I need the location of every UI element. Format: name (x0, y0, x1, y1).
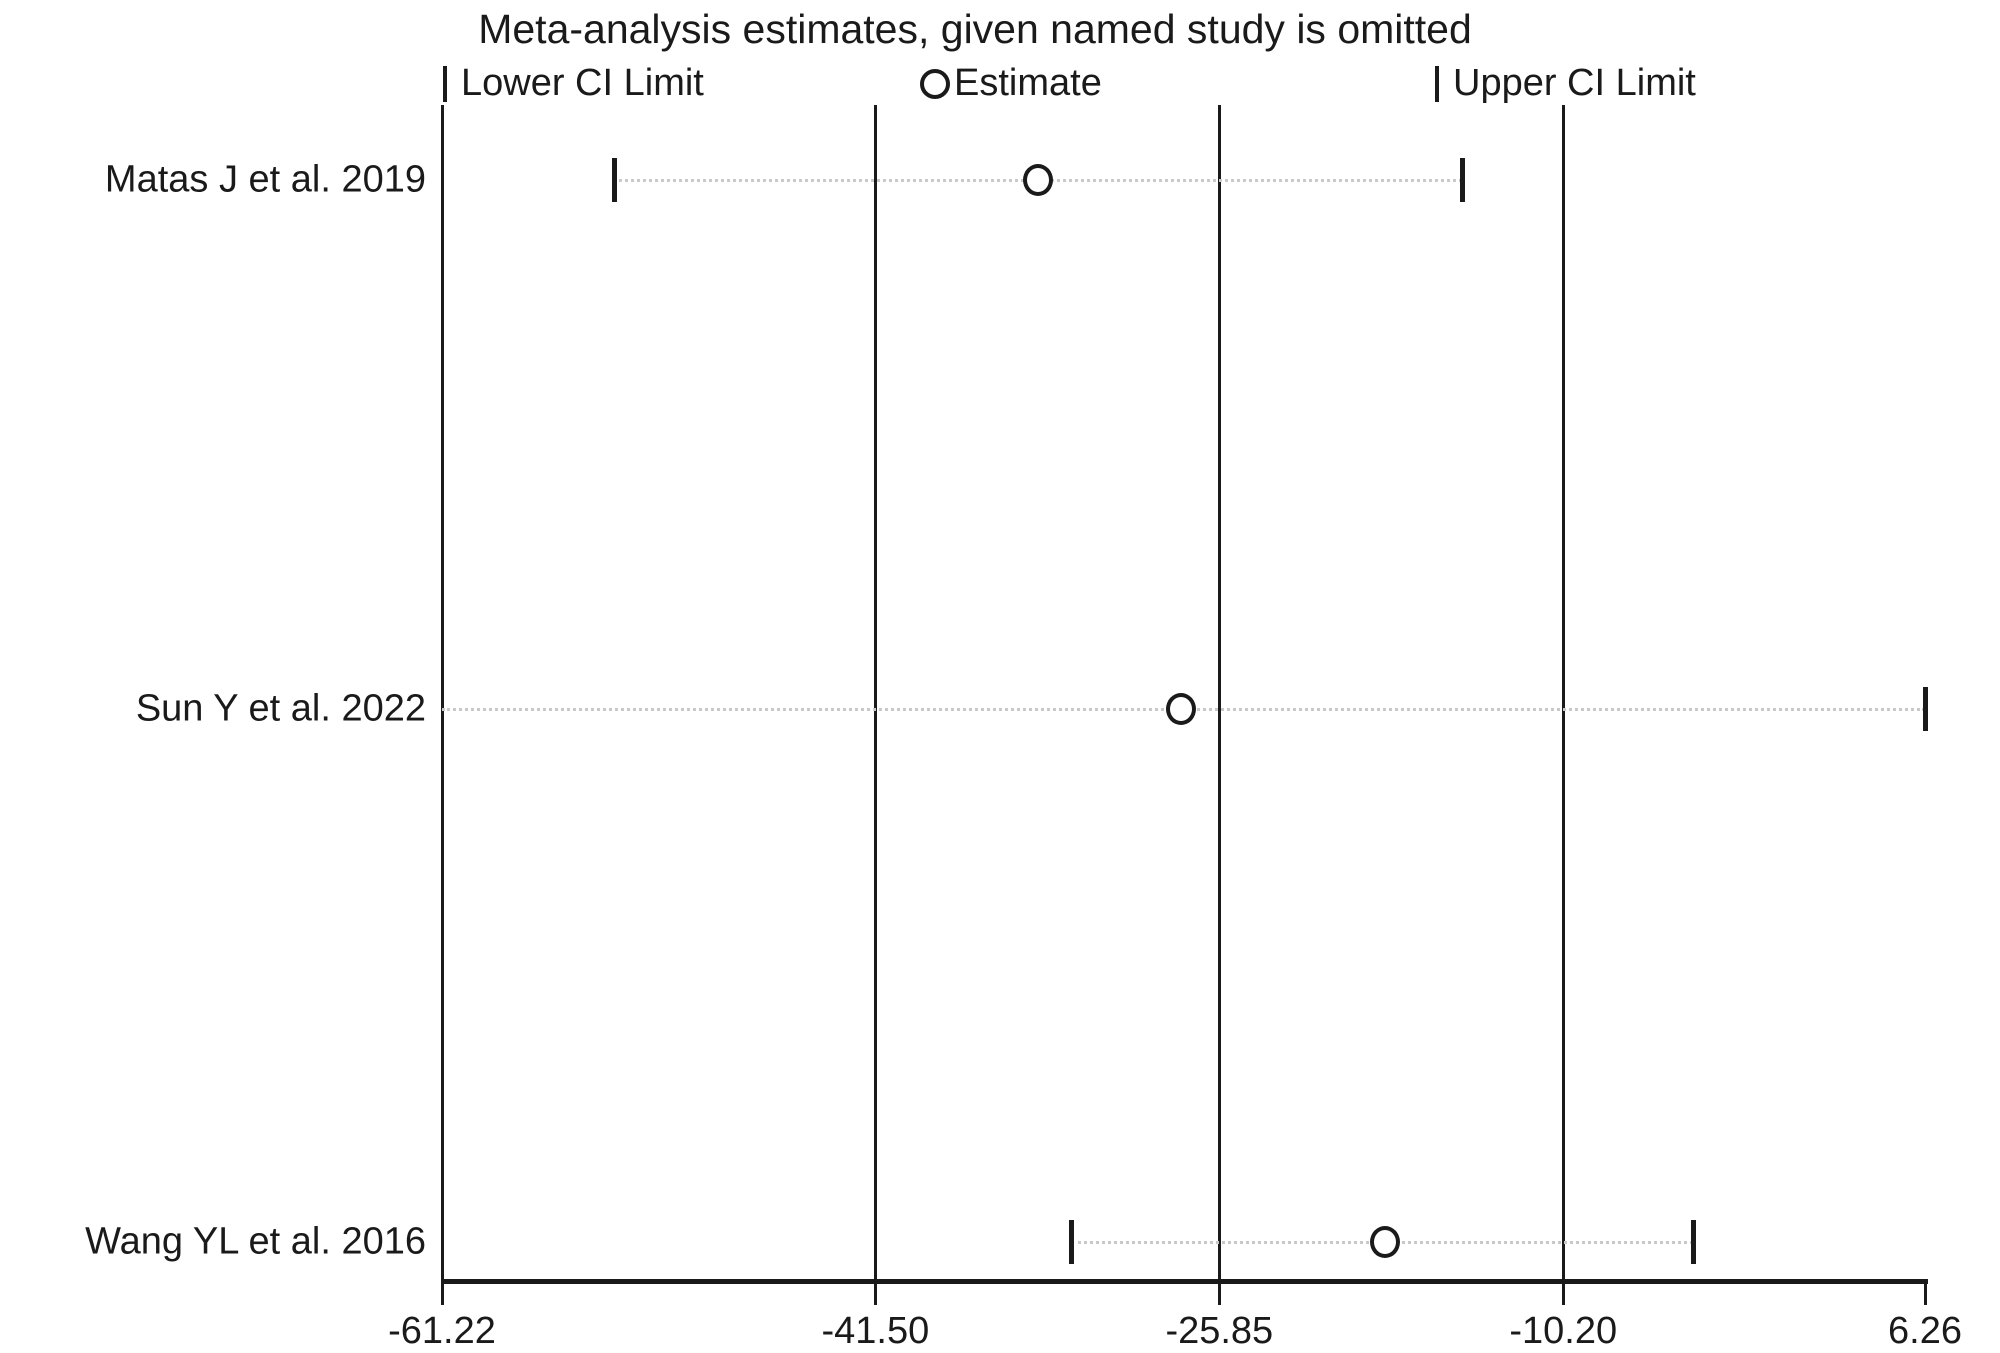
x-axis-tick-label: -25.85 (1165, 1310, 1274, 1352)
estimate-marker (1165, 693, 1196, 725)
x-axis-tick (874, 1279, 878, 1305)
lower-ci-tick-icon (443, 65, 447, 102)
chart-title: Meta-analysis estimates, given named stu… (478, 6, 1472, 52)
x-axis-tick-label: 6.26 (1888, 1310, 1962, 1352)
x-axis-tick (1924, 1279, 1927, 1305)
upper-ci-tick-icon (1435, 65, 1439, 102)
upper-ci-tick (1923, 687, 1928, 731)
x-axis-tick-label: -61.22 (388, 1310, 496, 1352)
legend-item-upper-ci: Upper CI Limit (1435, 62, 1696, 105)
overall-lower-ci-line (874, 105, 878, 1279)
upper-ci-tick (1460, 158, 1466, 202)
estimate-circle-icon (920, 68, 950, 99)
x-axis-tick-label: -41.50 (821, 1310, 930, 1352)
legend-item-estimate: Estimate (920, 62, 1102, 105)
x-axis-tick (1218, 1279, 1222, 1305)
legend-estimate-label: Estimate (954, 62, 1102, 104)
study-label: Wang YL et al. 2016 (85, 1220, 426, 1263)
study-label: Matas J et al. 2019 (104, 158, 426, 201)
overall-upper-ci-line (1562, 105, 1566, 1279)
x-axis-line (442, 1279, 1928, 1284)
estimate-marker (1023, 164, 1053, 196)
estimate-marker (1370, 1226, 1401, 1258)
x-axis-tick-label: -10.20 (1509, 1310, 1618, 1352)
legend-lower-ci-label: Lower CI Limit (461, 62, 704, 104)
y-axis-line (441, 105, 444, 1279)
legend-item-lower-ci: Lower CI Limit (443, 62, 704, 105)
overall-estimate-line (1218, 105, 1222, 1279)
lower-ci-tick (1068, 1220, 1074, 1264)
x-axis-tick (1562, 1279, 1566, 1305)
study-label: Sun Y et al. 2022 (135, 687, 426, 730)
x-axis-tick (441, 1279, 444, 1305)
upper-ci-tick (1690, 1220, 1696, 1264)
lower-ci-tick (611, 158, 617, 202)
legend-upper-ci-label: Upper CI Limit (1453, 62, 1696, 104)
